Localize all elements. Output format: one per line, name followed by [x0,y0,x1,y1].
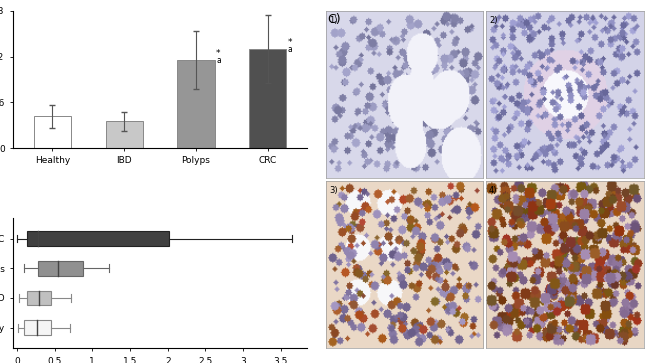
Text: C): C) [327,13,341,26]
Bar [105,122,143,148]
Bar [38,261,83,276]
Bar [177,61,214,148]
Bar [27,290,51,305]
Bar [34,116,71,148]
Text: *: * [216,49,220,58]
Text: a: a [216,56,221,65]
Text: 4): 4) [489,186,497,195]
Bar [24,320,51,335]
Text: 1): 1) [329,16,337,25]
Text: 2): 2) [489,16,497,25]
Bar [27,231,169,246]
Text: 3): 3) [329,186,337,195]
Text: *: * [288,38,292,48]
Bar [249,49,287,148]
Text: a: a [288,45,292,54]
